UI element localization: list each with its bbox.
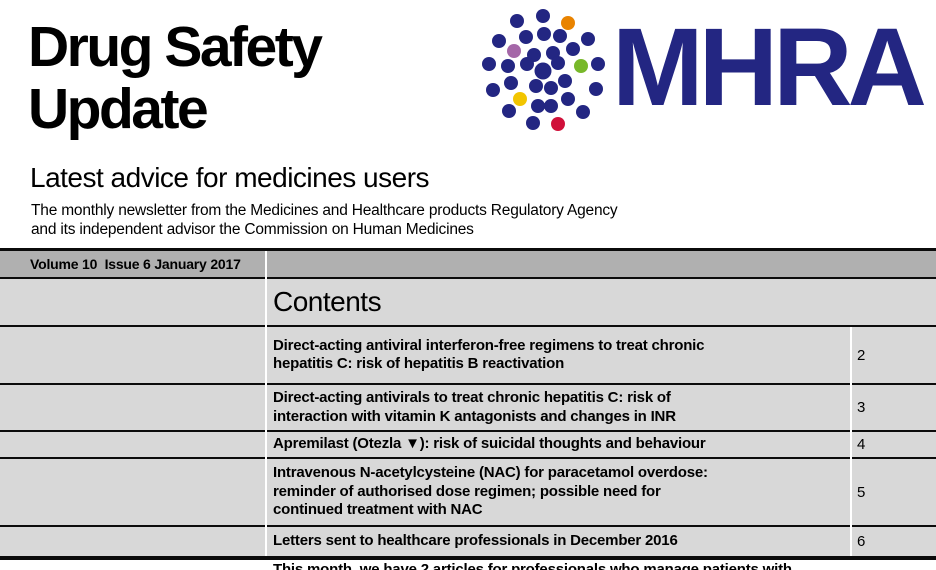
newsletter-subtitle: Latest advice for medicines users (30, 162, 430, 193)
issue-bar-label: Volume 10 Issue 6 January 2017 (30, 256, 241, 272)
row-spacer-cell (0, 385, 267, 430)
newsletter-title-line1: Drug Safety (28, 15, 323, 79)
intro-text-fragment: This month, we have 2 articles for profe… (273, 561, 792, 570)
article-page-number: 6 (857, 533, 866, 550)
article-title: Direct-acting antivirals to treat chroni… (273, 389, 676, 425)
mhra-logo-text: MHRA (612, 6, 927, 129)
newsletter-description-line2: and its independent advisor the Commissi… (31, 220, 474, 238)
newsletter-description-line1: The monthly newsletter from the Medicine… (31, 202, 618, 219)
row-spacer-cell (0, 527, 267, 556)
contents-spacer-cell (0, 279, 267, 325)
table-column-divider-right (850, 327, 852, 556)
article-title: Intravenous N-acetylcysteine (NAC) for p… (273, 464, 708, 519)
article-page-number: 3 (857, 399, 866, 416)
newsletter-title: Drug Safety Update (28, 15, 323, 141)
article-page-number: 5 (857, 483, 866, 501)
article-title: Apremilast (Otezla ▼): risk of suicidal … (273, 435, 706, 453)
contents-heading-row: Contents (0, 279, 936, 327)
issue-bar: Volume 10 Issue 6 January 2017 (0, 248, 936, 279)
article-page-number: 4 (857, 436, 866, 453)
mhra-dots-icon (482, 9, 605, 131)
newsletter-description: The monthly newsletter from the Medicine… (31, 202, 618, 239)
article-title: Letters sent to healthcare professionals… (273, 532, 678, 550)
row-spacer-cell (0, 432, 267, 457)
contents-table: Contents Direct-acting antiviral interfe… (0, 279, 936, 560)
contents-heading: Contents (273, 286, 382, 317)
article-page-number: 2 (857, 346, 866, 364)
table-column-divider-left (265, 251, 267, 556)
table-row: Apremilast (Otezla ▼): risk of suicidal … (0, 432, 936, 459)
newsletter-title-line2: Update (28, 77, 209, 141)
table-row: Letters sent to healthcare professionals… (0, 527, 936, 560)
row-spacer-cell (0, 327, 267, 383)
table-row: Direct-acting antiviral interferon-free … (0, 327, 936, 385)
table-row: Intravenous N-acetylcysteine (NAC) for p… (0, 459, 936, 527)
row-spacer-cell (0, 459, 267, 525)
article-title: Direct-acting antiviral interferon-free … (273, 336, 705, 373)
table-row: Direct-acting antivirals to treat chroni… (0, 385, 936, 432)
